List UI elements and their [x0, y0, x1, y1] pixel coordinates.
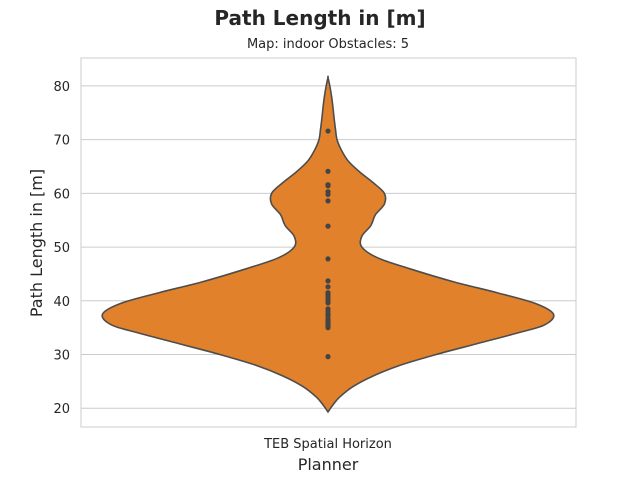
y-tick-label: 40: [53, 295, 70, 310]
data-point: [325, 256, 331, 262]
y-tick-label: 50: [53, 241, 70, 256]
data-point: [325, 284, 331, 290]
data-point: [325, 128, 331, 134]
y-tick-label: 70: [53, 134, 70, 149]
y-tick-label: 80: [53, 80, 70, 95]
x-tick-label: TEB Spatial Horizon: [263, 437, 392, 452]
data-point: [325, 168, 331, 174]
chart-subtitle: Map: indoor Obstacles: 5: [246, 37, 410, 52]
data-point: [325, 290, 331, 296]
x-axis-label: Planner: [298, 455, 359, 474]
data-point: [325, 189, 331, 195]
data-point: [325, 354, 331, 360]
data-point: [325, 223, 331, 229]
y-axis-label: Path Length in [m]: [27, 169, 46, 317]
y-tick-labels: 20 30 40 50 60 70 80: [53, 80, 70, 417]
y-tick-label: 30: [53, 348, 70, 363]
y-tick-label: 20: [53, 402, 70, 417]
data-point: [325, 306, 331, 312]
plot-area-border: [80, 57, 577, 428]
data-point: [325, 198, 331, 204]
data-points: [325, 128, 331, 360]
data-point: [325, 182, 331, 188]
y-tick-label: 60: [53, 187, 70, 202]
violin-body: [101, 75, 555, 414]
chart-title: Path Length in [m]: [214, 6, 426, 30]
data-point: [325, 278, 331, 284]
